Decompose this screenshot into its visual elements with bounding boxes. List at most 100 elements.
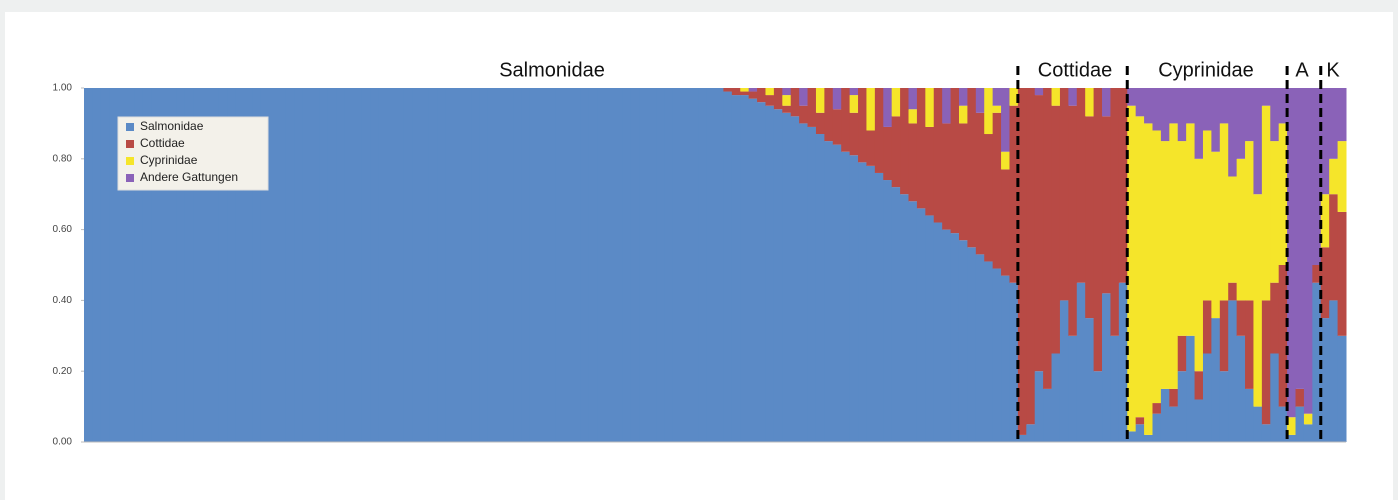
bar-segment: [386, 88, 396, 442]
bar-segment: [799, 123, 809, 443]
bar-segment: [1017, 434, 1027, 442]
bar-segment: [630, 88, 640, 442]
bar-segment: [1186, 123, 1196, 336]
bar-segment: [1160, 388, 1170, 442]
bar-segment: [513, 88, 522, 442]
bar-segment: [1110, 335, 1120, 442]
bar-segment: [1076, 282, 1086, 442]
bar-segment: [1219, 88, 1229, 124]
bar-segment: [958, 88, 968, 106]
bar-segment: [1160, 88, 1170, 142]
bar-segment: [1009, 88, 1019, 106]
bar-segment: [664, 88, 674, 442]
bar-segment: [420, 88, 430, 442]
bar-segment: [1186, 335, 1196, 442]
bar-segment: [1009, 282, 1019, 442]
legend-label: Cyprinidae: [140, 153, 198, 167]
bar-segment: [807, 88, 817, 127]
bar-segment: [1337, 141, 1347, 212]
bar-segment: [614, 88, 623, 442]
bar-segment: [1110, 88, 1120, 336]
bar-segment: [731, 95, 741, 442]
bar-segment: [975, 112, 985, 255]
legend-box: [117, 116, 269, 191]
bar-segment: [1034, 95, 1044, 372]
bar-segment: [916, 208, 926, 442]
bar-segment: [260, 88, 270, 442]
bar-segment: [1051, 88, 1061, 106]
bar-segment: [832, 109, 842, 145]
bar-segment: [395, 88, 405, 442]
bar-segment: [1295, 406, 1305, 442]
bar-segment: [1261, 424, 1271, 442]
bar-segment: [1093, 88, 1103, 372]
bar-segment: [1228, 300, 1238, 442]
bar-segment: [740, 91, 750, 96]
bar-segment: [883, 180, 893, 443]
bar-segment: [958, 240, 968, 442]
bar-segment: [908, 109, 918, 124]
y-tick-label: 0.00: [53, 437, 73, 448]
bar-segment: [1202, 300, 1212, 354]
bar-segment: [883, 88, 893, 127]
bar-segment: [1017, 88, 1027, 435]
bar-segment: [1085, 318, 1095, 442]
bar-segment: [874, 172, 884, 442]
bar-segment: [1194, 88, 1204, 159]
bar-segment: [1303, 424, 1313, 442]
bar-segment: [689, 88, 699, 442]
bar-segment: [277, 88, 287, 442]
bar-segment: [1329, 300, 1339, 442]
bar-segment: [1144, 434, 1153, 442]
bar-segment: [824, 88, 834, 142]
bar-segment: [782, 105, 792, 113]
bar-segment: [984, 134, 994, 262]
bar-segment: [1186, 88, 1196, 124]
bar-segment: [1228, 282, 1238, 301]
bar-segment: [984, 261, 994, 442]
bar-segment: [1211, 318, 1221, 442]
bar-segment: [496, 88, 506, 442]
bar-segment: [1245, 388, 1254, 442]
bar-segment: [243, 88, 253, 442]
bar-segment: [1236, 300, 1246, 336]
bar-segment: [1312, 282, 1322, 442]
bar-segment: [504, 88, 514, 442]
bar-segment: [1194, 158, 1204, 372]
group-label: A: [1295, 59, 1309, 81]
bar-segment: [832, 144, 842, 442]
bar-segment: [353, 88, 363, 442]
bar-segment: [1228, 88, 1238, 177]
bar-segment: [874, 88, 884, 173]
bar-segment: [471, 88, 480, 442]
bar-segment: [193, 88, 203, 442]
bar-segment: [1278, 265, 1288, 407]
bar-segment: [622, 88, 632, 442]
bar-segment: [782, 95, 792, 106]
bar-segment: [151, 88, 161, 442]
legend-swatch: [126, 123, 134, 131]
bar-segment: [1295, 88, 1305, 389]
bar-segment: [799, 88, 809, 106]
bar-segment: [361, 88, 371, 442]
bar-segment: [218, 88, 228, 442]
bar-segment: [1278, 88, 1288, 124]
bar-segment: [891, 88, 901, 117]
bar-segment: [1236, 88, 1246, 159]
bar-segment: [748, 88, 758, 92]
bar-segment: [227, 88, 236, 442]
bar-segment: [1085, 116, 1095, 319]
bar-segment: [1219, 300, 1229, 372]
bar-segment: [1261, 105, 1271, 301]
bar-segment: [588, 88, 598, 442]
bar-segment: [176, 88, 186, 442]
bar-segment: [891, 116, 901, 188]
bar-segment: [1043, 388, 1053, 442]
bar-segment: [462, 88, 472, 442]
bar-segment: [487, 88, 497, 442]
bar-segment: [1001, 275, 1010, 442]
bar-segment: [1009, 105, 1019, 283]
bar-segment: [1026, 88, 1036, 425]
bar-segment: [1278, 123, 1288, 266]
